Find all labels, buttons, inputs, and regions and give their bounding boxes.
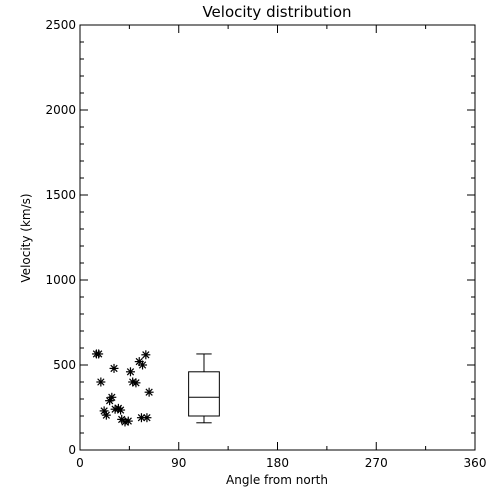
asterisk-stroke — [100, 407, 108, 415]
asterisk-stroke — [132, 379, 140, 387]
asterisk-stroke — [135, 357, 143, 366]
asterisk-stroke — [110, 364, 118, 373]
axis-ticks — [79, 24, 476, 451]
scatter-point — [144, 387, 154, 397]
axis-tick-labels: 0 90 180 270 360 0 500 1000 1500 2000 2500 — [45, 18, 486, 470]
scatter-point — [101, 410, 111, 420]
data-marks — [91, 349, 220, 427]
asterisk-stroke — [145, 388, 153, 396]
scatter-point — [131, 378, 141, 388]
scatter-point — [94, 349, 104, 359]
y-tick-label: 0 — [68, 443, 76, 457]
asterisk-stroke — [129, 378, 137, 386]
asterisk-stroke — [102, 411, 110, 419]
x-tick-label: 180 — [266, 456, 289, 470]
x-tick-label: 270 — [365, 456, 388, 470]
scatter-point — [138, 360, 148, 370]
scatter-point — [141, 350, 151, 360]
scatter-point — [142, 413, 152, 423]
y-tick-label: 2500 — [45, 18, 76, 32]
y-tick-label: 2000 — [45, 103, 76, 117]
asterisk-stroke — [124, 417, 132, 425]
y-tick-label: 1500 — [45, 188, 76, 202]
scatter-point — [125, 367, 135, 377]
x-tick-label: 360 — [464, 456, 487, 470]
asterisk-stroke — [137, 414, 146, 422]
asterisk-stroke — [97, 378, 105, 386]
x-tick-label: 0 — [76, 456, 84, 470]
scatter-point — [109, 363, 119, 373]
asterisk-stroke — [126, 368, 135, 376]
chart-title: Velocity distribution — [202, 3, 351, 21]
asterisk-stroke — [143, 414, 151, 422]
y-tick-label: 1000 — [45, 273, 76, 287]
asterisk-stroke — [94, 350, 103, 358]
x-axis-label: Angle from north — [226, 473, 328, 487]
x-tick-label: 90 — [171, 456, 186, 470]
asterisk-stroke — [138, 361, 147, 369]
asterisk-stroke — [108, 393, 116, 401]
scatter-point — [96, 377, 106, 387]
scatter-point — [107, 392, 117, 402]
scatter-point — [123, 416, 133, 426]
asterisk-stroke — [142, 351, 150, 359]
y-tick-label: 500 — [53, 358, 76, 372]
asterisk-stroke — [116, 406, 125, 414]
y-axis-label: Velocity (km/s) — [19, 193, 33, 282]
scatter-point — [116, 405, 126, 415]
box-plot — [188, 353, 220, 424]
